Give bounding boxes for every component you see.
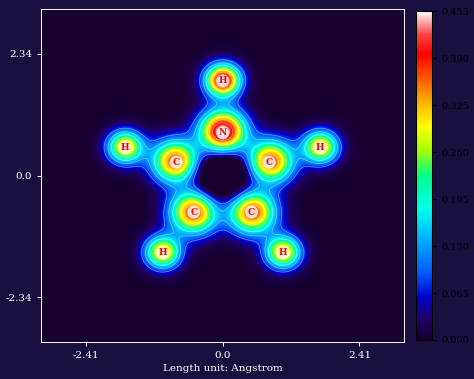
X-axis label: Length unit: Angstrom: Length unit: Angstrom	[163, 365, 283, 373]
Text: H: H	[219, 77, 227, 85]
Text: C: C	[248, 208, 255, 216]
Text: C: C	[190, 208, 197, 216]
Text: H: H	[279, 248, 287, 257]
Text: H: H	[158, 248, 167, 257]
Text: H: H	[316, 143, 325, 152]
Text: H: H	[121, 143, 129, 152]
Text: C: C	[173, 158, 180, 167]
Text: N: N	[219, 128, 227, 138]
Text: C: C	[265, 158, 273, 167]
